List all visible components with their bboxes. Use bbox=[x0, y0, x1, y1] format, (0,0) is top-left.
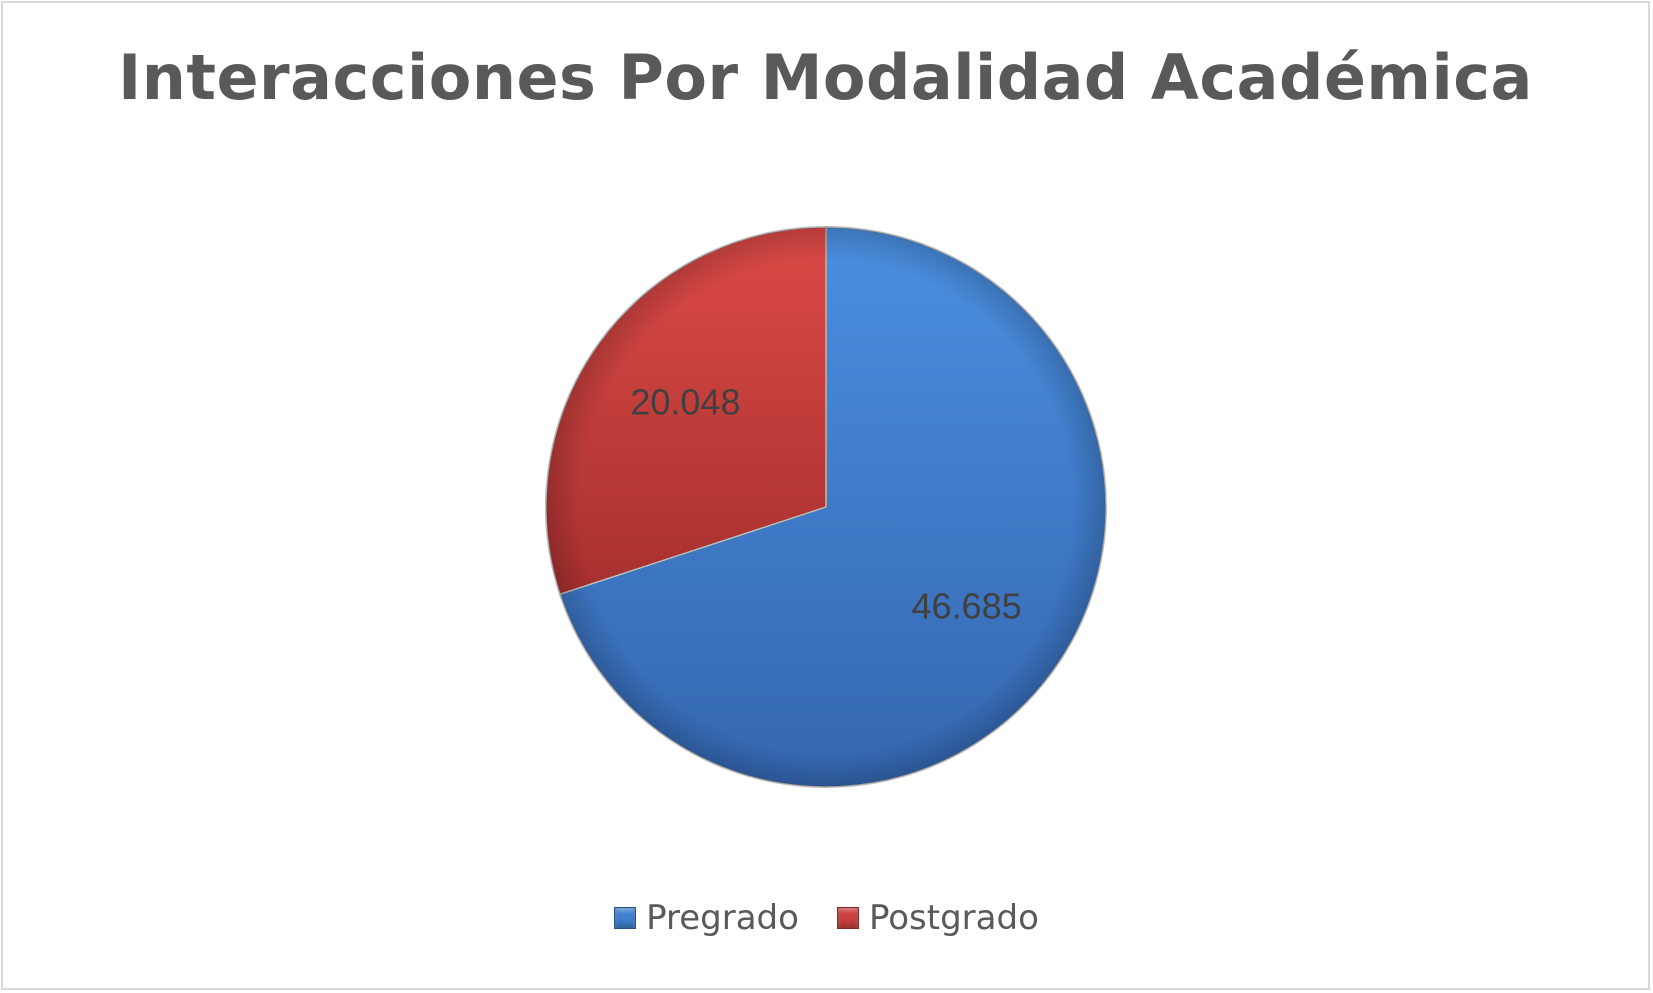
legend-swatch-postgrado bbox=[836, 907, 859, 929]
pie-bevel bbox=[546, 227, 1106, 787]
legend-item-postgrado: Postgrado bbox=[836, 898, 1039, 938]
legend-label-postgrado: Postgrado bbox=[868, 898, 1039, 938]
data-label-pregrado: 46.685 bbox=[912, 585, 1022, 626]
legend-label-pregrado: Pregrado bbox=[646, 898, 799, 938]
legend: Pregrado Postgrado bbox=[0, 898, 1653, 938]
data-label-postgrado: 20.048 bbox=[630, 382, 740, 423]
pie-slice-edge bbox=[545, 225, 827, 596]
legend-swatch-pregrado bbox=[614, 907, 637, 929]
chart-title: Interacciones Por Modalidad Académica bbox=[118, 41, 1533, 114]
legend-item-pregrado: Pregrado bbox=[614, 898, 799, 938]
